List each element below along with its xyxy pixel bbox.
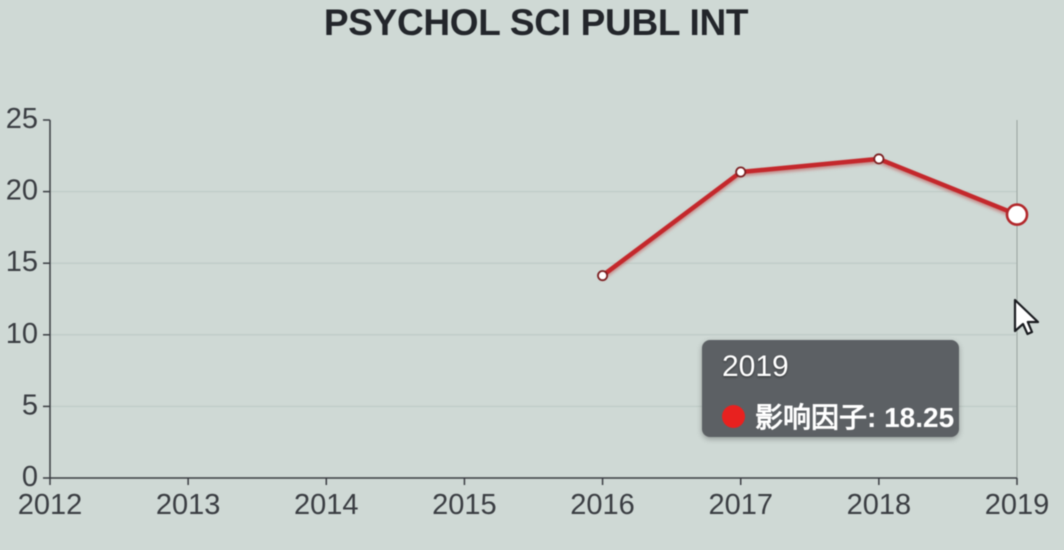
svg-text:2012: 2012 xyxy=(18,489,83,521)
svg-text:5: 5 xyxy=(22,389,38,421)
svg-text:2019: 2019 xyxy=(985,489,1050,521)
svg-text:2018: 2018 xyxy=(847,489,912,521)
svg-text:2015: 2015 xyxy=(432,489,497,521)
svg-text:15: 15 xyxy=(6,246,38,278)
svg-text:2013: 2013 xyxy=(156,489,221,521)
svg-text:2017: 2017 xyxy=(708,489,773,521)
svg-text:25: 25 xyxy=(6,103,38,135)
svg-text:2014: 2014 xyxy=(294,489,359,521)
svg-text:10: 10 xyxy=(6,318,38,350)
svg-text:20: 20 xyxy=(6,175,38,207)
svg-text:2016: 2016 xyxy=(570,489,635,521)
